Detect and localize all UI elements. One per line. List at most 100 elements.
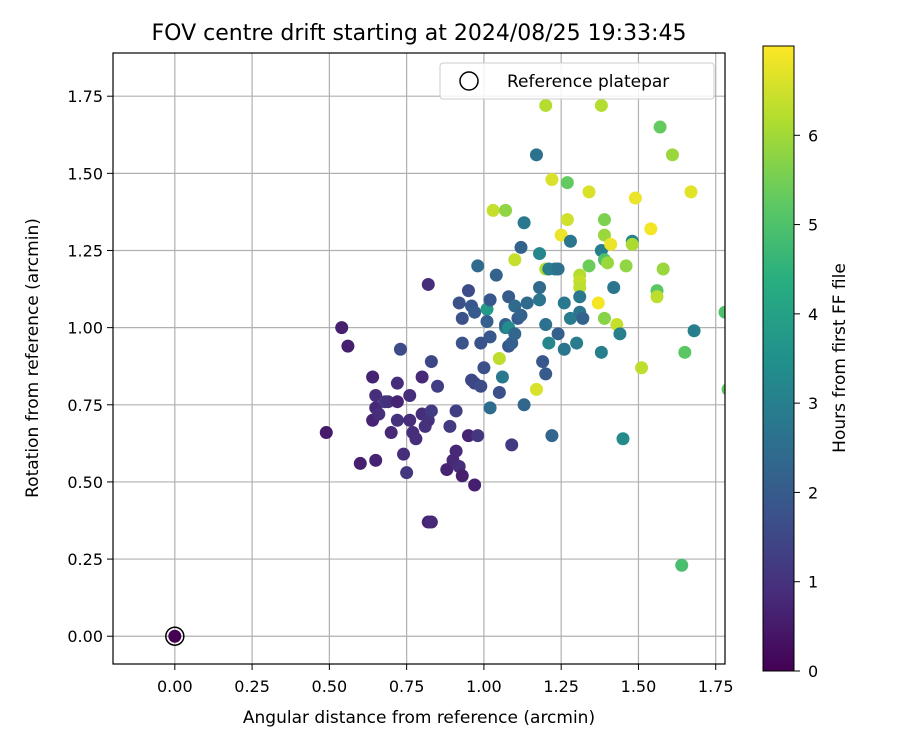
data-point [594, 98, 608, 112]
data-point [665, 148, 679, 162]
data-point [468, 478, 482, 492]
data-point [403, 413, 417, 427]
data-point [601, 256, 615, 270]
data-point [539, 318, 553, 332]
data-point [508, 327, 522, 341]
data-point [635, 361, 649, 375]
data-point [341, 339, 355, 353]
data-point [557, 342, 571, 356]
data-point [628, 191, 642, 205]
plot-frame [112, 52, 726, 665]
data-point [403, 389, 417, 403]
data-point [369, 389, 383, 403]
colorbar-tick-label: 4 [808, 305, 818, 324]
scatter-points [168, 98, 725, 643]
data-point [570, 336, 584, 350]
data-point [573, 290, 587, 304]
y-tick-label: 0.75 [67, 396, 103, 415]
data-point [644, 222, 658, 236]
data-point [390, 395, 404, 409]
data-point [508, 253, 522, 267]
data-point [471, 259, 485, 273]
data-point [594, 345, 608, 359]
data-point [619, 259, 633, 273]
colorbar-tick-label: 1 [808, 573, 818, 592]
data-point [616, 432, 630, 446]
y-tick-label: 1.25 [67, 241, 103, 260]
data-point [545, 173, 559, 187]
data-point [372, 407, 386, 421]
y-tick-label: 0.25 [67, 550, 103, 569]
data-point [653, 120, 667, 134]
data-point [471, 429, 485, 443]
data-point [539, 367, 553, 381]
data-point [440, 463, 454, 477]
data-point [424, 404, 438, 418]
colorbar-tick-label: 5 [808, 216, 818, 235]
data-point [625, 237, 639, 251]
data-point [468, 305, 482, 319]
data-point [539, 98, 553, 112]
y-tick-label: 1.75 [67, 87, 103, 106]
data-point [486, 203, 500, 217]
data-point [591, 296, 605, 310]
x-tick-label: 0.00 [157, 677, 193, 696]
y-axis-label: Rotation from reference (arcmin) [23, 218, 43, 498]
data-point [557, 296, 571, 310]
x-axis-ticks: 0.00 0.25 0.50 0.75 1.00 1.25 1.50 1.75 [157, 664, 734, 696]
y-tick-label: 1.00 [67, 319, 103, 338]
data-point [551, 327, 565, 341]
data-point [319, 426, 333, 440]
colorbar-tick-label: 3 [808, 394, 818, 413]
data-point [474, 379, 488, 393]
y-tick-label: 0.00 [67, 627, 103, 646]
reference-point-fill [168, 629, 182, 643]
legend-marker [459, 71, 479, 91]
data-point [499, 203, 513, 217]
data-point [474, 336, 488, 350]
data-point [613, 327, 627, 341]
chart-title: FOV centre drift starting at 2024/08/25 … [152, 21, 687, 46]
x-tick-label: 0.50 [312, 677, 348, 696]
data-point [573, 281, 587, 295]
data-point [449, 444, 463, 458]
data-point [563, 234, 577, 248]
x-tick-label: 1.75 [698, 677, 734, 696]
data-point [529, 148, 543, 162]
data-point [400, 466, 414, 480]
data-point [483, 293, 497, 307]
data-point [517, 216, 531, 230]
data-point [452, 296, 466, 310]
data-point [393, 342, 407, 356]
data-point [415, 370, 429, 384]
data-point [449, 404, 463, 418]
data-point [597, 311, 611, 325]
colorbar-ticks: 0 1 2 3 4 5 6 [794, 126, 818, 681]
data-point [461, 284, 475, 298]
data-point [604, 237, 618, 251]
data-point [421, 277, 435, 291]
data-point [536, 355, 550, 369]
data-point [687, 324, 701, 338]
data-point [529, 382, 543, 396]
colorbar-tick-label: 0 [808, 662, 818, 681]
data-point [492, 385, 506, 399]
data-point [492, 352, 506, 365]
data-point [495, 370, 509, 384]
grid-lines [113, 53, 725, 664]
data-point [675, 558, 689, 572]
data-point [477, 361, 491, 375]
data-point [455, 311, 469, 325]
data-point [431, 379, 445, 393]
legend: Reference platepar [439, 62, 715, 100]
data-point [560, 213, 574, 227]
data-point [582, 185, 596, 199]
data-point [508, 299, 522, 313]
data-point [424, 515, 438, 529]
data-point [483, 330, 497, 344]
data-point [480, 314, 494, 328]
data-point [542, 336, 556, 350]
data-point [514, 308, 528, 322]
reference-point [165, 626, 185, 646]
